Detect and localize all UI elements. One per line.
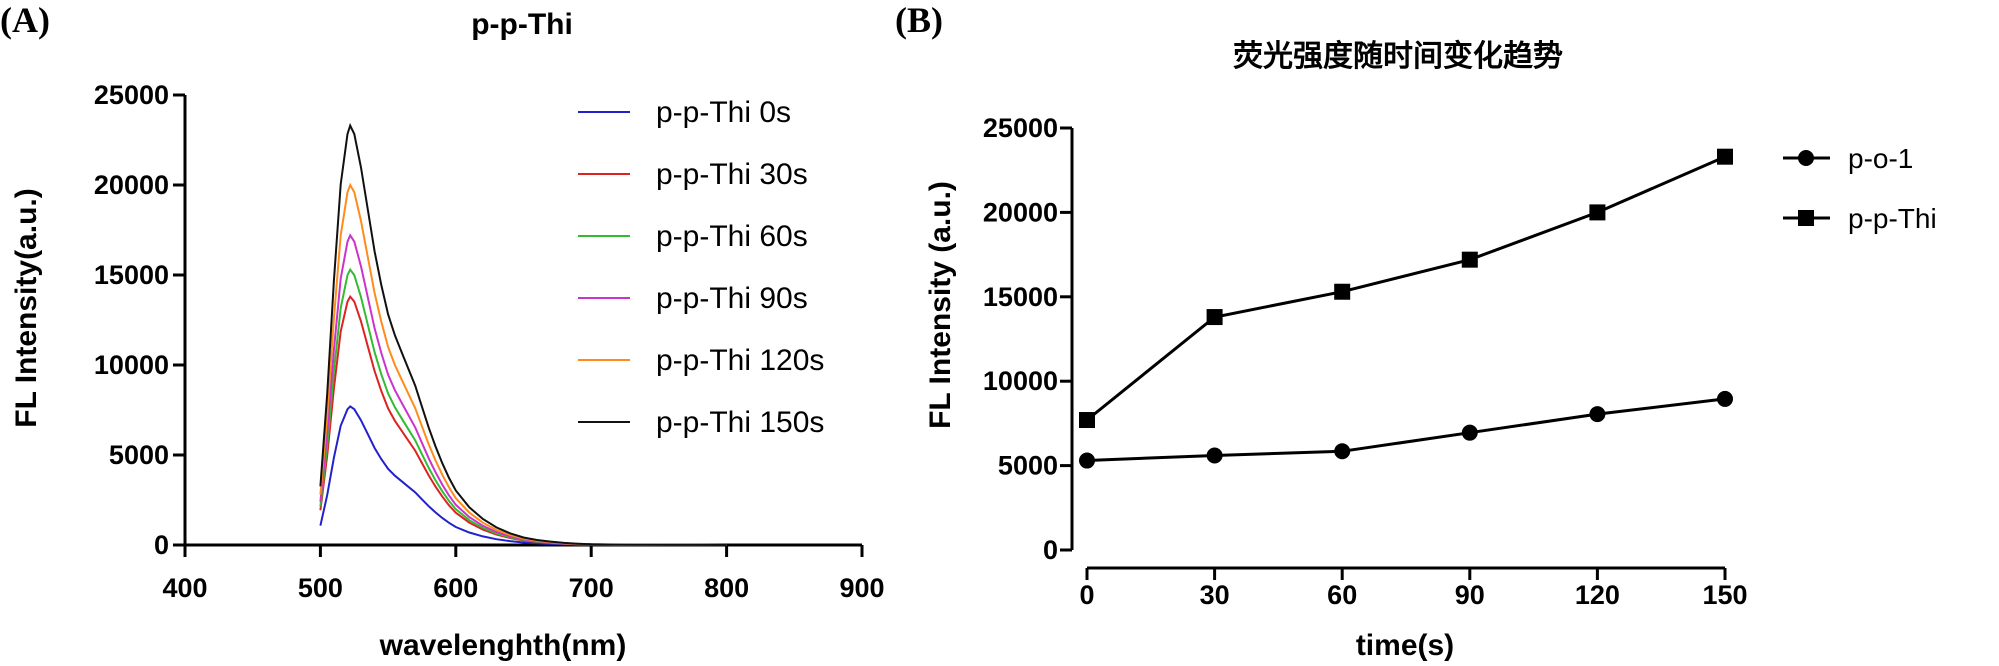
chart-b-x-tick-label: 120 bbox=[1575, 580, 1620, 610]
chart-b-point bbox=[1206, 447, 1223, 464]
chart-b-legend-label: p-o-1 bbox=[1848, 143, 1913, 174]
chart-b-legend-marker bbox=[1798, 150, 1814, 166]
chart-b-y-tick-label: 15000 bbox=[983, 282, 1058, 312]
chart-a-title: p-p-Thi bbox=[471, 8, 573, 41]
chart-b: 0 5000 10000 15000 20000 25000 0 30 60 90 120 150 p-… bbox=[983, 113, 1937, 610]
chart-b-point bbox=[1206, 309, 1223, 326]
chart-b-legend-label: p-p-Thi bbox=[1848, 203, 1937, 234]
chart-b-title: 荧光强度随时间变化趋势 bbox=[1233, 39, 1563, 73]
chart-b-point bbox=[1079, 412, 1095, 429]
chart-b-y-tick-label: 0 bbox=[1043, 535, 1058, 565]
chart-b-point bbox=[1589, 204, 1606, 221]
chart-b-x-tick-label: 60 bbox=[1327, 580, 1357, 610]
chart-b-point bbox=[1334, 283, 1351, 300]
chart-a-legend-label: p-p-Thi 0s bbox=[656, 96, 791, 129]
chart-a-x-tick-label: 400 bbox=[162, 573, 207, 603]
chart-a-y-tick-label: 15000 bbox=[94, 260, 169, 290]
chart-b-y-tick-label: 25000 bbox=[983, 113, 1058, 143]
chart-b-series-line bbox=[1086, 155, 1726, 422]
chart-a-series-line bbox=[319, 122, 727, 546]
chart-a-legend-label: p-p-Thi 150s bbox=[656, 406, 824, 439]
chart-b-legend-marker bbox=[1798, 210, 1814, 226]
chart-b-y-tick-label: 10000 bbox=[983, 366, 1058, 396]
chart-a-y-tick-label: 0 bbox=[154, 530, 169, 560]
chart-b-xlabel: time(s) bbox=[1356, 629, 1454, 662]
chart-a-legend-label: p-p-Thi 60s bbox=[656, 220, 808, 253]
chart-b-point bbox=[1717, 148, 1733, 165]
chart-a-legend-label: p-p-Thi 90s bbox=[656, 282, 808, 315]
chart-b-x-tick-label: 0 bbox=[1079, 580, 1094, 610]
chart-b-ylabel: FL Intensity (a.u.) bbox=[924, 181, 957, 429]
chart-a-x-tick-label: 600 bbox=[433, 573, 478, 603]
chart-b-point bbox=[1461, 424, 1478, 441]
chart-a-legend-label: p-p-Thi 30s bbox=[656, 158, 808, 191]
chart-a-y-tick-label: 5000 bbox=[109, 440, 169, 470]
chart-a-y-tick-label: 25000 bbox=[94, 80, 169, 110]
chart-b-point bbox=[1079, 452, 1095, 469]
chart-a-y-tick-label: 20000 bbox=[94, 170, 169, 200]
chart-b-y-tick-label: 20000 bbox=[983, 197, 1058, 227]
chart-a: 0 5000 10000 15000 20000 25000 400 500 600 700 800… bbox=[94, 80, 885, 603]
panel-b-label: (B) bbox=[895, 0, 943, 40]
chart-a-x-tick-label: 800 bbox=[704, 573, 749, 603]
chart-b-y-tick-label: 5000 bbox=[998, 451, 1058, 481]
chart-a-x-tick-label: 900 bbox=[839, 573, 884, 603]
chart-a-x-tick-label: 500 bbox=[298, 573, 343, 603]
chart-b-point bbox=[1461, 251, 1478, 268]
chart-b-point bbox=[1589, 406, 1606, 423]
chart-b-series-line bbox=[1086, 397, 1726, 462]
chart-b-x-tick-label: 30 bbox=[1200, 580, 1230, 610]
chart-a-y-tick-label: 10000 bbox=[94, 350, 169, 380]
chart-b-point bbox=[1334, 443, 1351, 460]
chart-a-x-tick-label: 700 bbox=[569, 573, 614, 603]
chart-b-point bbox=[1717, 390, 1733, 407]
chart-a-xlabel: wavelenghth(nm) bbox=[379, 629, 627, 662]
chart-a-legend-label: p-p-Thi 120s bbox=[656, 344, 824, 377]
panel-a-label: (A) bbox=[0, 0, 50, 40]
chart-a-ylabel: FL Intensity(a.u.) bbox=[10, 188, 43, 427]
chart-b-x-tick-label: 90 bbox=[1455, 580, 1485, 610]
chart-b-x-tick-label: 150 bbox=[1702, 580, 1747, 610]
